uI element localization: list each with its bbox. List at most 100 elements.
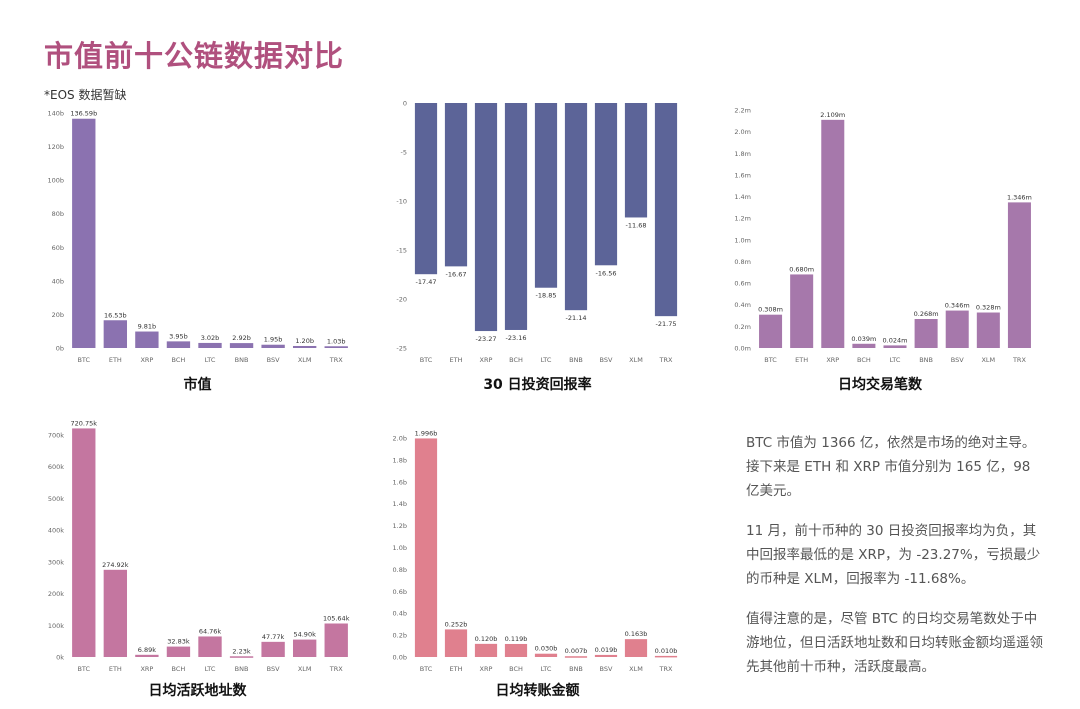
bar: [1007, 202, 1031, 348]
y-tick-label: -15: [396, 247, 407, 255]
commentary: BTC 市值为 1366 亿，依然是市场的绝对主导。接下来是 ETH 和 XRP…: [746, 431, 1046, 695]
bar: [624, 639, 648, 657]
y-tick-label: -10: [396, 198, 407, 206]
x-tick-label: XRP: [480, 665, 493, 673]
x-tick-label: BSV: [600, 665, 613, 673]
x-tick-label: TRX: [1012, 356, 1026, 364]
data-label: 6.89k: [138, 646, 156, 654]
x-tick-label: BSV: [951, 356, 964, 364]
bar: [976, 312, 1000, 348]
bar: [135, 331, 159, 348]
chart-daily-transactions: 0.0m 0.2m 0.4m 0.6m 0.8m 1.0m 1.2m 1.4m 1.6m 1.8m…: [725, 100, 1035, 395]
bar: [852, 343, 876, 348]
data-label: 0.039m: [851, 335, 876, 343]
bar: [624, 103, 648, 218]
y-tick-label: 0.2b: [393, 632, 407, 640]
y-tick-label: 0.0b: [393, 654, 407, 662]
x-tick-label: BNB: [235, 665, 249, 673]
data-label: 0.308m: [758, 306, 783, 314]
data-label: 720.75k: [71, 419, 98, 427]
data-label: 1.95b: [264, 336, 283, 344]
bar: [594, 654, 618, 657]
bar: [534, 653, 558, 657]
y-tick-label: 0.6m: [734, 280, 751, 288]
x-tick-label: XLM: [981, 356, 995, 364]
bar: [229, 656, 254, 658]
bar: [324, 346, 348, 348]
bar: [198, 636, 222, 657]
y-tick-label: 400k: [48, 527, 64, 535]
x-tick-label: XRP: [480, 356, 493, 364]
data-label: 47.77k: [262, 633, 285, 641]
data-label: -11.68: [626, 221, 647, 229]
data-label: 0.680m: [789, 265, 814, 273]
x-tick-label: BTC: [420, 665, 433, 673]
data-label: 0.328m: [976, 304, 1001, 312]
y-tick-label: 1.6b: [393, 478, 407, 486]
data-label: -16.67: [446, 270, 467, 278]
y-tick-label: 1.4b: [393, 500, 407, 508]
chart-active-addresses-plot: 0k 100k 200k 300k 400k 500k 600k 700k 720.75k BTC…: [48, 419, 350, 673]
bar: [261, 344, 285, 348]
chart-transfer-volume: 0.0b 0.2b 0.4b 0.6b 0.8b 1.0b 1.2b 1.4b 1.6b 1.8b…: [385, 412, 690, 702]
data-label: 0.030b: [535, 645, 558, 653]
data-label: 2.23k: [232, 647, 250, 655]
data-label: 0.019b: [595, 646, 618, 654]
x-tick-label: ETH: [795, 356, 808, 364]
data-label: 64.76k: [199, 627, 222, 635]
bar: [72, 428, 96, 657]
y-tick-label: 100k: [48, 622, 64, 630]
bar: [292, 639, 317, 657]
y-tick-label: 0.4b: [393, 610, 407, 618]
chart-roi: 0 -5 -10 -15 -20 -25 -17.47 BTC -16.67 ETH -23.27 X…: [385, 95, 690, 395]
y-tick-label: -25: [396, 345, 407, 353]
data-label: 9.81b: [138, 323, 157, 331]
y-tick-label: 500k: [48, 495, 64, 503]
bar: [261, 641, 285, 657]
data-label: 1.03b: [327, 337, 346, 345]
x-tick-label: ETH: [450, 665, 463, 673]
bar: [103, 320, 128, 348]
y-tick-label: 1.8m: [734, 150, 751, 158]
bar: [414, 103, 438, 275]
data-label: 2.92b: [232, 334, 251, 342]
chart-transfer-volume-plot: 0.0b 0.2b 0.4b 0.6b 0.8b 1.0b 1.2b 1.4b 1.6b 1.8b…: [393, 429, 678, 673]
data-label: 3.95b: [169, 332, 188, 340]
chart-transfer-volume-title: 日均转账金额: [495, 683, 580, 699]
commentary-paragraph: 11 月，前十币种的 30 日投资回报率均为负，其中回报率最低的是 XRP，为 …: [746, 523, 1041, 587]
y-tick-label: 100b: [47, 177, 64, 185]
bar: [444, 629, 468, 657]
x-tick-label: BNB: [569, 356, 583, 364]
data-label: 0.120b: [475, 635, 498, 643]
y-tick-label: 1.2b: [393, 522, 407, 530]
chart-market-cap-plot: 0b 20b 40b 60b 80b 100b 120b 140b 136.59b BTC 16.5…: [47, 110, 348, 364]
chart-active-addresses: 0k 100k 200k 300k 400k 500k 600k 700k 720.75k BTC…: [40, 412, 355, 702]
data-label: 136.59b: [70, 110, 97, 118]
data-label: 0.010b: [655, 647, 678, 655]
bar: [914, 319, 938, 348]
x-tick-label: TRX: [659, 665, 673, 673]
x-tick-label: TRX: [659, 356, 673, 364]
bar: [654, 103, 678, 317]
x-tick-label: BTC: [77, 665, 90, 673]
bar: [945, 310, 969, 348]
y-tick-label: -5: [401, 149, 407, 157]
chart-roi-plot: 0 -5 -10 -15 -20 -25 -17.47 BTC -16.67 ETH -23.27 X…: [396, 100, 678, 364]
bar: [654, 655, 678, 658]
data-label: 1.346m: [1007, 193, 1032, 201]
y-tick-label: 2.2m: [734, 107, 751, 115]
y-tick-label: 1.0b: [393, 544, 407, 552]
bar: [504, 103, 528, 330]
bar: [166, 341, 191, 348]
data-label: 2.109m: [820, 111, 845, 119]
bar: [790, 274, 814, 348]
data-label: 0.346m: [945, 302, 970, 310]
data-label: -23.27: [476, 335, 497, 343]
x-tick-label: BSV: [267, 356, 280, 364]
x-tick-label: BSV: [600, 356, 613, 364]
data-label: 54.90k: [293, 631, 316, 639]
x-tick-label: ETH: [450, 356, 463, 364]
bar: [759, 314, 783, 348]
y-tick-label: 0.8m: [734, 258, 751, 266]
bar: [324, 623, 348, 657]
